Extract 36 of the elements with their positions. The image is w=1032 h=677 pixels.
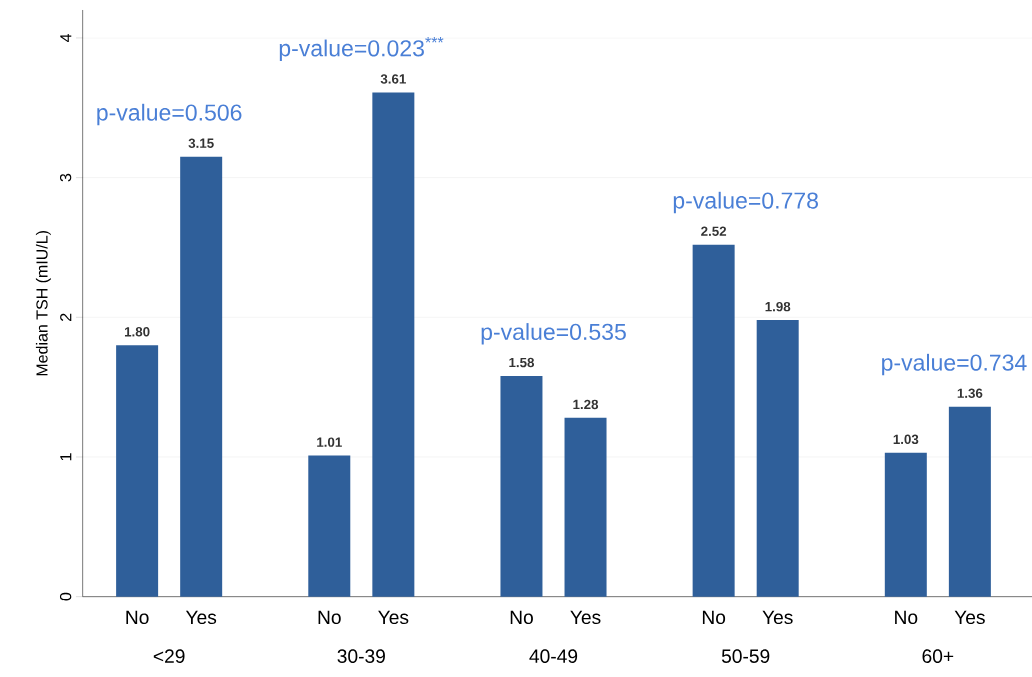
x-tick-label: No (318, 610, 341, 625)
y-tick-label: 1 (60, 453, 72, 461)
y-tick-label: 2 (60, 313, 72, 322)
data-label: 2.52 (701, 226, 727, 237)
x-tick-label: No (126, 610, 149, 625)
annotation: p-value=0.734 (882, 354, 1027, 376)
text: 40-49 (529, 649, 578, 664)
y-tick-label: 4 (60, 34, 72, 43)
x-tick-label: Yes (378, 610, 409, 625)
data-label: 1.80 (124, 327, 150, 337)
data-label: 1.58 (509, 357, 535, 368)
text: 30-39 (337, 649, 385, 664)
data-label: 1.98 (765, 302, 791, 312)
x-tick-label: No (895, 610, 918, 625)
x-tick-label: Yes (570, 610, 601, 625)
annotation: p-value=0.535 (481, 323, 626, 345)
data-label: 1.28 (573, 399, 599, 410)
text: 50-59 (721, 649, 770, 664)
x-tick-label: No (510, 610, 533, 625)
annotation: p-value=0.023$^{***}$ (279, 37, 444, 62)
annotation: p-value=0.506 (97, 103, 242, 126)
x-tick-label: Yes (762, 610, 793, 625)
x-tick-label: Yes (185, 610, 217, 625)
data-label: 1.01 (317, 437, 342, 448)
text: 60+ (922, 649, 954, 664)
annotation: p-value=0.778 (673, 191, 818, 214)
x-tick-label: Yes (954, 610, 985, 625)
y-axis-title: Median TSH (mIU/L) (35, 231, 51, 376)
x-tick-label: No (702, 610, 726, 625)
text: <29 (153, 649, 185, 664)
y-tick-label: 3 (59, 174, 72, 182)
data-label: 1.36 (957, 388, 983, 399)
data-label: 1.03 (893, 434, 919, 445)
data-label: 3.61 (380, 74, 406, 84)
y-tick-label: 0 (59, 593, 72, 601)
data-label: 3.15 (188, 138, 214, 149)
